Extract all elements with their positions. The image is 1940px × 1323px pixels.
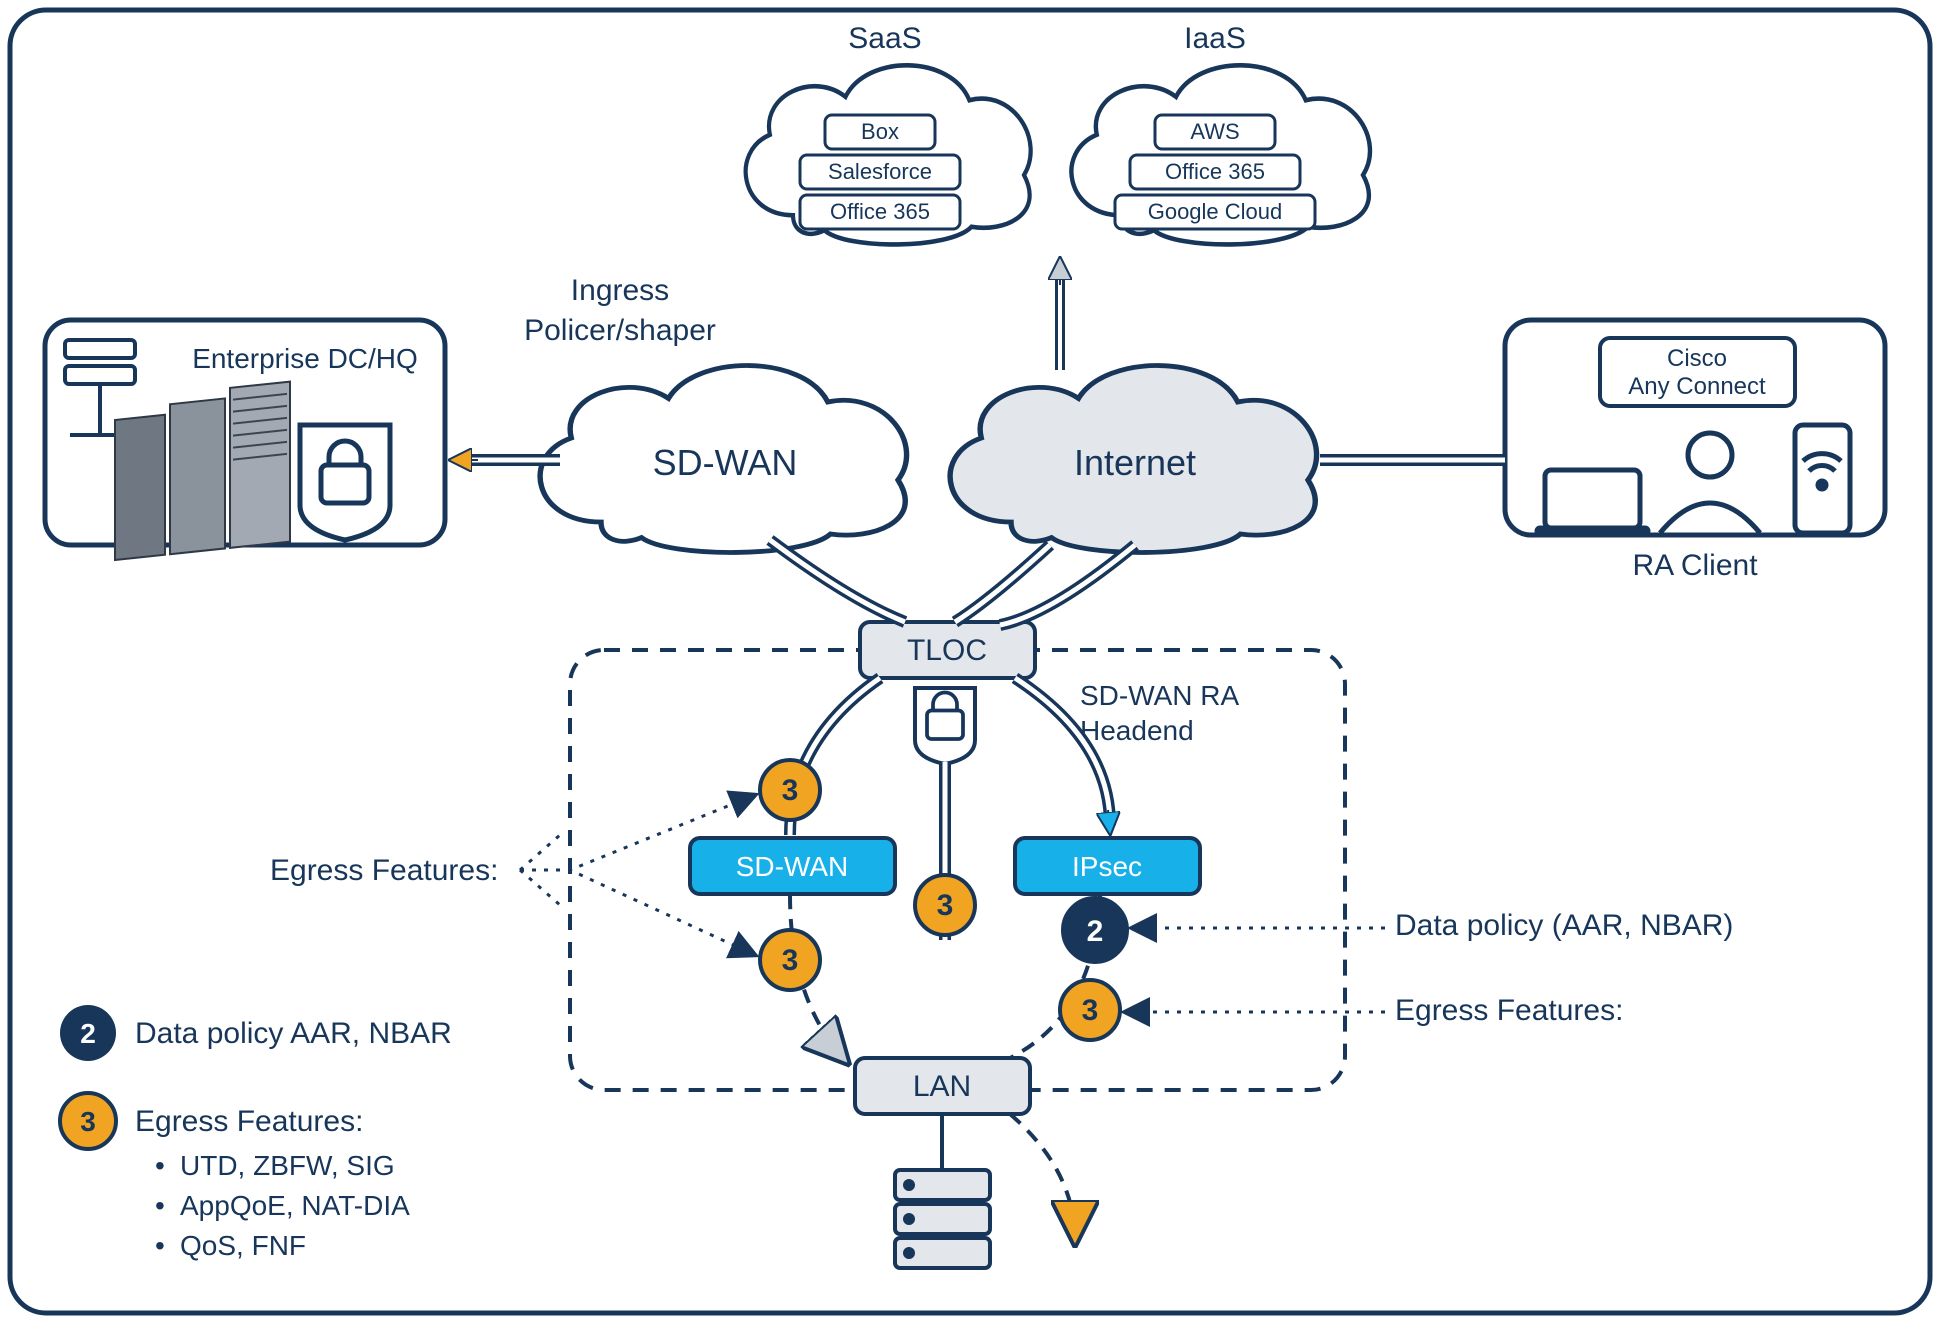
diagram-canvas: SaaS Box Salesforce Office 365 IaaS AWS … (0, 0, 1940, 1323)
legend-3-b2: QoS, FNF (180, 1230, 306, 1261)
ra-client-label: RA Client (1632, 549, 1758, 582)
badge-3c-text: 3 (782, 944, 799, 977)
badge-3a: 3 (760, 760, 820, 820)
svg-text:•: • (155, 1150, 165, 1181)
firewall-lock-icon (300, 425, 390, 540)
legend-3-b1: AppQoE, NAT-DIA (180, 1190, 410, 1221)
ipsec-inner-box: IPsec (1015, 838, 1200, 894)
lan-box: LAN (855, 1058, 1030, 1114)
lan-server-icon (895, 1170, 990, 1268)
badge-3a-text: 3 (782, 774, 799, 807)
enterprise-box: Enterprise DC/HQ (45, 320, 445, 560)
data-policy-right-label: Data policy (AAR, NBAR) (1395, 909, 1733, 942)
link-internet-tloc-b (1000, 545, 1135, 625)
badge-3b: 3 (915, 875, 975, 935)
iaas-cloud: IaaS AWS Office 365 Google Cloud (1071, 22, 1370, 244)
enterprise-label: Enterprise DC/HQ (192, 343, 418, 374)
badge-2-text: 2 (1087, 915, 1104, 948)
callout-egress-left-stub (520, 835, 560, 905)
sdwan-inner-box: SD-WAN (690, 838, 895, 894)
legend-3-b0: UTD, ZBFW, SIG (180, 1150, 395, 1181)
sdwan-cloud: SD-WAN (540, 366, 906, 553)
internet-cloud-label: Internet (1074, 442, 1196, 483)
tloc-label: TLOC (907, 634, 987, 667)
badge-3d-text: 3 (1082, 994, 1099, 1027)
server-icon (115, 382, 290, 560)
legend-2-badge: 2 (80, 1018, 96, 1049)
legend-3-title: Egress Features: (135, 1105, 363, 1138)
ipsec-inner-label: IPsec (1072, 851, 1142, 882)
svg-text:•: • (155, 1190, 165, 1221)
badge-3b-text: 3 (937, 889, 954, 922)
saas-cloud: SaaS Box Salesforce Office 365 (746, 22, 1031, 244)
badge-3d: 3 (1060, 980, 1120, 1040)
cisco-line1: Cisco (1667, 345, 1727, 372)
egress-left-label: Egress Features: (270, 854, 498, 887)
legend-3-badge: 3 (80, 1106, 96, 1137)
sdwan-inner-label: SD-WAN (736, 851, 849, 882)
iaas-item-1: Office 365 (1165, 159, 1265, 184)
lan-label: LAN (913, 1070, 971, 1103)
saas-item-1: Salesforce (828, 159, 932, 184)
ingress-line2: Policer/shaper (524, 314, 716, 347)
badge-2: 2 (1063, 898, 1127, 962)
headend-line2: Headend (1080, 715, 1194, 746)
ra-client-box: Cisco Any Connect RA Client (1505, 320, 1885, 582)
link-sdwan-tloc (770, 540, 905, 622)
badge-3c: 3 (760, 930, 820, 990)
internet-cloud: Internet (950, 366, 1316, 553)
tloc-box: TLOC (860, 622, 1035, 678)
svg-text:•: • (155, 1230, 165, 1261)
egress-right-label: Egress Features: (1395, 994, 1623, 1027)
iaas-item-0: AWS (1190, 119, 1239, 144)
legend-2-text: Data policy AAR, NBAR (135, 1017, 452, 1050)
sdwan-cloud-label: SD-WAN (653, 442, 798, 483)
iaas-item-2: Google Cloud (1148, 199, 1283, 224)
saas-title: SaaS (848, 22, 921, 55)
legend: 2 Data policy AAR, NBAR 3 Egress Feature… (60, 1005, 452, 1261)
ingress-line1: Ingress (571, 274, 669, 307)
cisco-line2: Any Connect (1628, 373, 1766, 400)
saas-item-2: Office 365 (830, 199, 930, 224)
link-lan-dash (1010, 1114, 1075, 1240)
saas-item-0: Box (861, 119, 899, 144)
tloc-lock (915, 688, 975, 764)
iaas-title: IaaS (1184, 22, 1246, 55)
headend-line1: SD-WAN RA (1080, 680, 1240, 711)
